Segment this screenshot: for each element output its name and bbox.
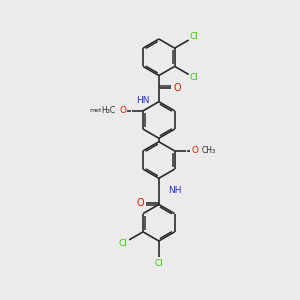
Text: CH₃: CH₃ [201, 146, 215, 155]
Text: methoxy: methoxy [89, 108, 116, 113]
Text: O: O [119, 106, 127, 115]
Text: H₃C: H₃C [101, 106, 116, 115]
Text: O: O [136, 198, 144, 208]
Text: NH: NH [168, 186, 181, 195]
Text: O: O [191, 146, 198, 155]
Text: Cl: Cl [190, 73, 199, 82]
Text: O: O [174, 83, 182, 93]
Text: HN: HN [136, 96, 150, 105]
Text: Cl: Cl [190, 32, 199, 41]
Text: Cl: Cl [154, 259, 163, 268]
Text: Cl: Cl [119, 239, 128, 248]
